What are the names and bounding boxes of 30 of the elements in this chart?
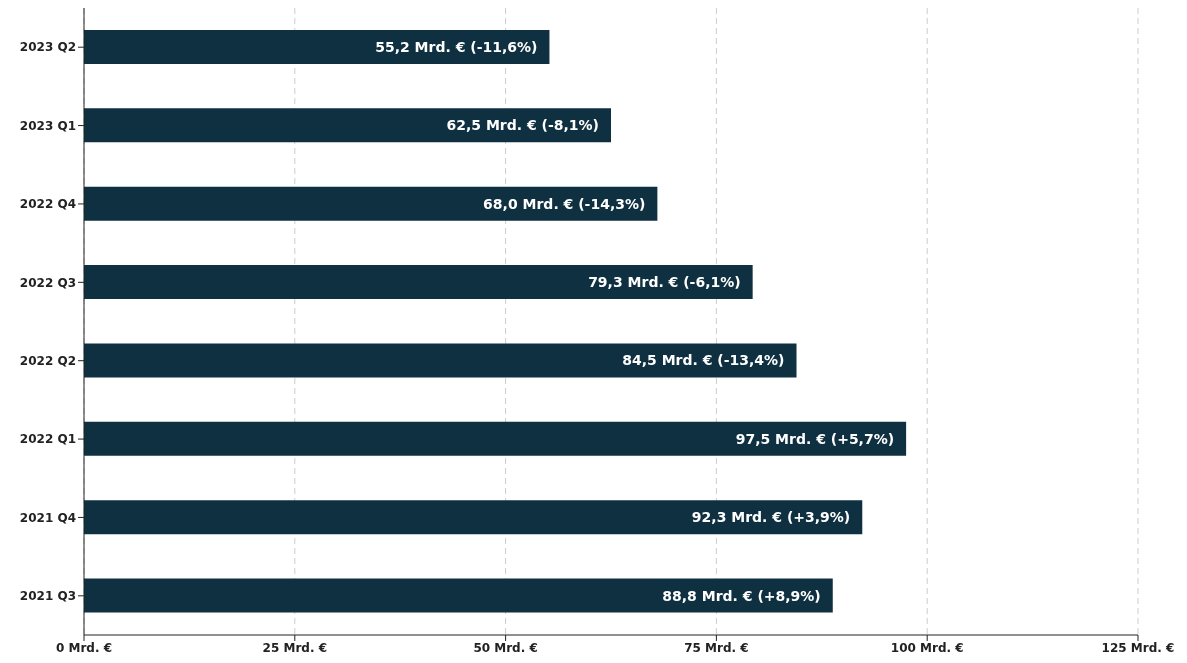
data-label: 62,5 Mrd. € (-8,1%) [446,117,599,134]
bar [84,500,863,535]
data-label: 92,3 Mrd. € (+3,9%) [691,509,851,526]
y-tick-label: 2022 Q3 [19,275,76,290]
data-label: 88,8 Mrd. € (+8,9%) [662,587,821,604]
x-tick-label: 125 Mrd. € [1101,640,1175,655]
x-tick-label: 50 Mrd. € [473,640,538,655]
data-label: 79,3 Mrd. € (-6,1%) [588,274,741,291]
data-label: 68,0 Mrd. € (-14,3%) [483,195,646,212]
bar [84,108,611,143]
x-tick-label: 0 Mrd. € [55,640,113,655]
y-tick-label: 2022 Q4 [19,197,76,212]
data-label: 84,5 Mrd. € (-13,4%) [622,352,785,369]
y-tick-label: 2021 Q4 [19,510,76,525]
x-tick-label: 100 Mrd. € [890,640,964,655]
x-tick-label: 25 Mrd. € [262,640,328,655]
bar [84,578,833,613]
y-tick-label: 2022 Q1 [19,432,76,447]
bar [84,343,797,378]
bar [84,186,658,221]
bar [84,265,753,300]
x-tick-label: 75 Mrd. € [684,640,749,655]
data-label: 97,5 Mrd. € (+5,7%) [735,430,895,447]
y-tick-label: 2022 Q2 [19,353,76,368]
y-tick-label: 2021 Q3 [19,589,76,604]
y-tick-label: 2023 Q1 [19,118,76,133]
bar [84,421,907,456]
y-tick-label: 2023 Q2 [19,40,76,55]
data-label: 55,2 Mrd. € (-11,6%) [375,38,538,55]
bar [84,29,550,64]
